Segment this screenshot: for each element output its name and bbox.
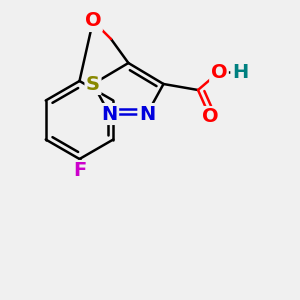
Text: H: H: [232, 62, 248, 82]
Text: N: N: [139, 104, 155, 124]
Text: N: N: [101, 104, 118, 124]
Text: O: O: [85, 11, 101, 31]
Text: O: O: [211, 62, 227, 82]
Text: S: S: [86, 74, 100, 94]
Text: F: F: [73, 161, 86, 181]
Text: O: O: [202, 107, 218, 127]
